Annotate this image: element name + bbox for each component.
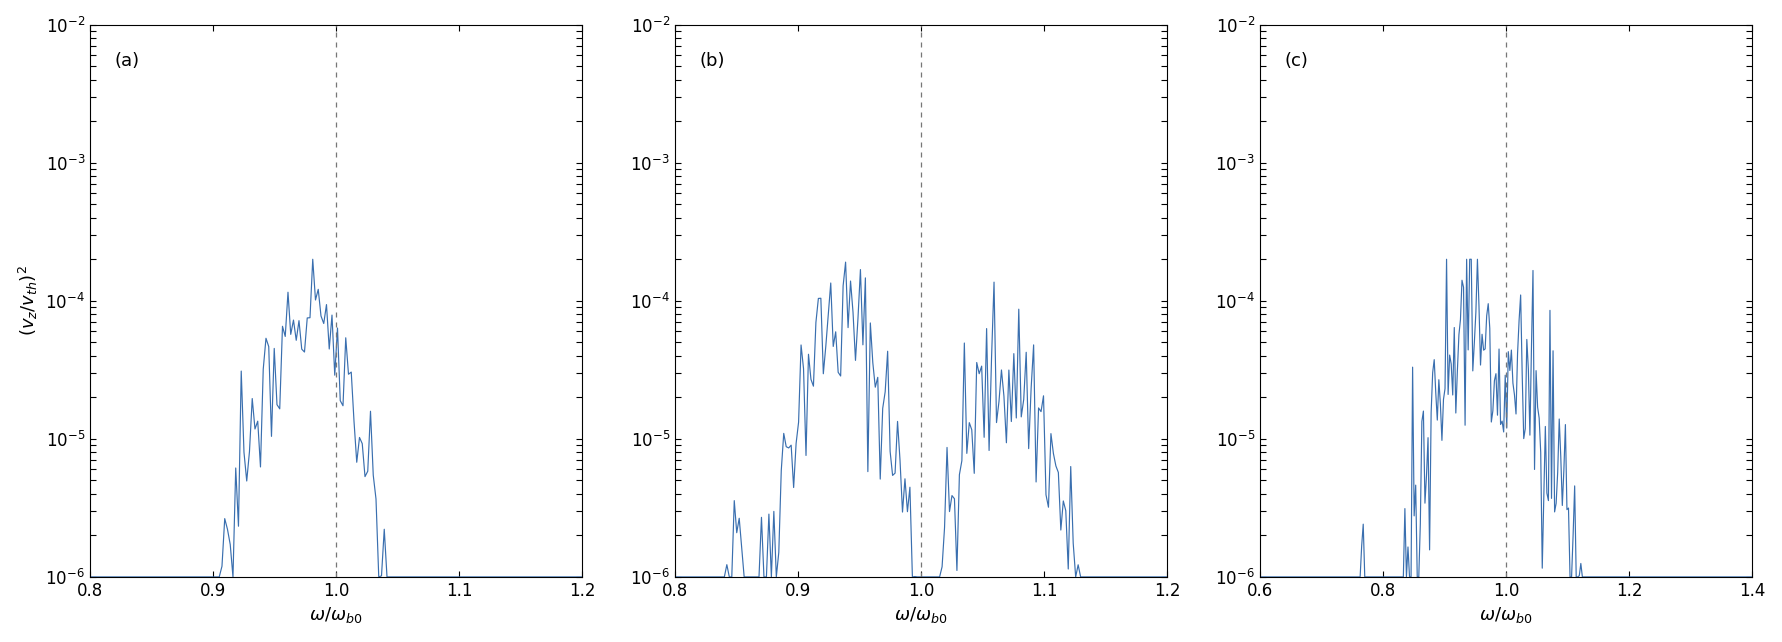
- Y-axis label: $(v_z/v_{th})^2$: $(v_z/v_{th})^2$: [16, 265, 39, 336]
- Text: (c): (c): [1285, 53, 1308, 71]
- X-axis label: $\omega/\omega_{b0}$: $\omega/\omega_{b0}$: [310, 605, 364, 625]
- Text: (a): (a): [114, 53, 139, 71]
- X-axis label: $\omega/\omega_{b0}$: $\omega/\omega_{b0}$: [1479, 605, 1533, 625]
- Text: (b): (b): [700, 53, 725, 71]
- X-axis label: $\omega/\omega_{b0}$: $\omega/\omega_{b0}$: [895, 605, 948, 625]
